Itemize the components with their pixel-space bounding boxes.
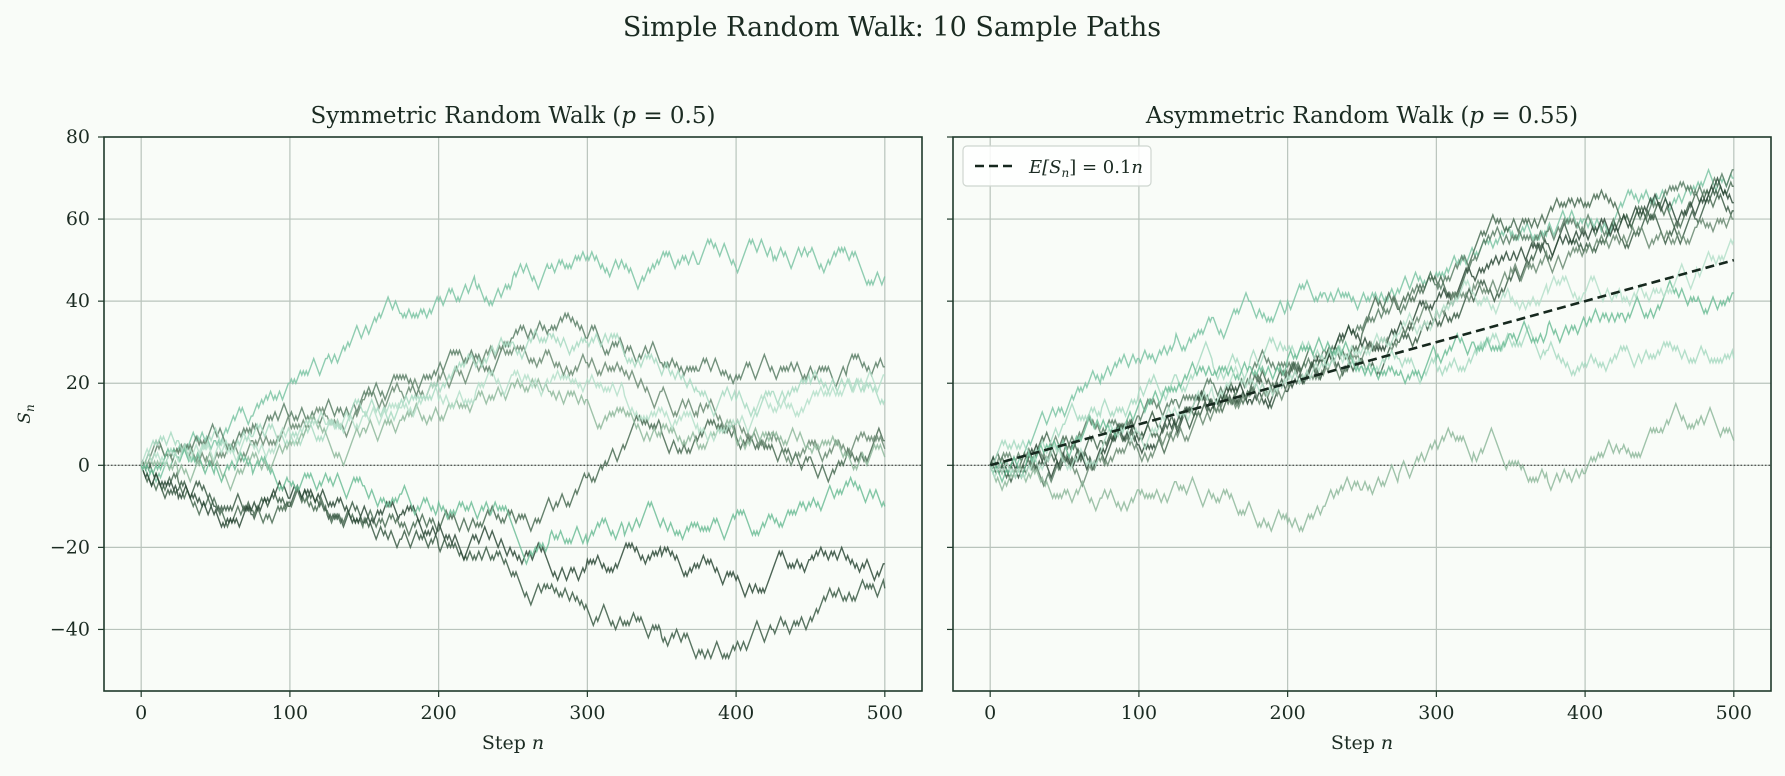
series-line-1 xyxy=(140,237,886,484)
x-tick-label: 300 xyxy=(569,702,605,724)
x-axis-label: Step n xyxy=(1331,732,1393,754)
y-axis-label: Sn xyxy=(15,404,37,423)
legend-box xyxy=(962,145,1152,187)
series-line-5 xyxy=(140,465,885,599)
x-tick-label: 0 xyxy=(135,702,147,724)
panel-asymmetric: 0 100 200 300 400 500 Asymmetric Random Walk (… xyxy=(947,103,1772,754)
panel-title: Symmetric Random Walk (p = 0.5) xyxy=(311,103,716,129)
series-line-8 xyxy=(989,401,1735,534)
y-tick-label: 20 xyxy=(66,372,90,394)
x-axis: 0 100 200 300 400 500 xyxy=(135,691,903,724)
x-tick-label: 100 xyxy=(1121,702,1157,724)
y-tick-label: 0 xyxy=(78,454,90,476)
series-line-8 xyxy=(140,377,886,492)
x-tick-label: 500 xyxy=(1716,702,1752,724)
y-tick-label: −40 xyxy=(50,618,90,640)
series-line-7 xyxy=(140,327,886,472)
plot-area xyxy=(104,137,922,691)
y-tick-label: 40 xyxy=(66,290,90,312)
y-axis xyxy=(947,136,953,631)
plot-frame xyxy=(103,136,923,692)
y-tick-label: 60 xyxy=(66,208,90,230)
x-axis: 0 100 200 300 400 500 xyxy=(984,691,1752,724)
series-group xyxy=(989,167,1735,534)
series-line-10 xyxy=(140,368,885,468)
x-tick-label: 400 xyxy=(718,702,754,724)
series-line-9 xyxy=(140,446,886,566)
series-group xyxy=(140,237,886,661)
x-tick-label: 0 xyxy=(984,702,996,724)
y-tick-label: −20 xyxy=(50,536,90,558)
x-tick-label: 200 xyxy=(1270,702,1306,724)
x-tick-label: 500 xyxy=(867,702,903,724)
y-tick-label: 80 xyxy=(66,126,90,148)
figure-title: Simple Random Walk: 10 Sample Paths xyxy=(623,12,1161,43)
panel-title: Asymmetric Random Walk (p = 0.55) xyxy=(1145,103,1578,129)
y-axis: −40 −20 0 20 40 60 80 xyxy=(50,126,104,640)
legend-label: E[Sn] = 0.1n xyxy=(1028,157,1143,180)
x-axis-label: Step n xyxy=(482,732,544,754)
series-line-6 xyxy=(989,212,1734,488)
series-line-6 xyxy=(140,344,886,468)
x-tick-label: 400 xyxy=(1567,702,1603,724)
plot-frame xyxy=(952,136,1772,692)
panel-symmetric: 0 100 200 300 400 500 −40 −20 0 20 40 60 80 Symmetric… xyxy=(15,103,923,754)
series-line-5 xyxy=(989,175,1734,480)
x-tick-label: 300 xyxy=(1418,702,1454,724)
expected-value-line xyxy=(989,258,1735,467)
x-tick-label: 200 xyxy=(421,702,457,724)
legend: E[Sn] = 0.1n xyxy=(962,145,1152,187)
series-line-9 xyxy=(989,278,1734,484)
series-line-2 xyxy=(140,311,885,472)
x-tick-label: 100 xyxy=(272,702,308,724)
